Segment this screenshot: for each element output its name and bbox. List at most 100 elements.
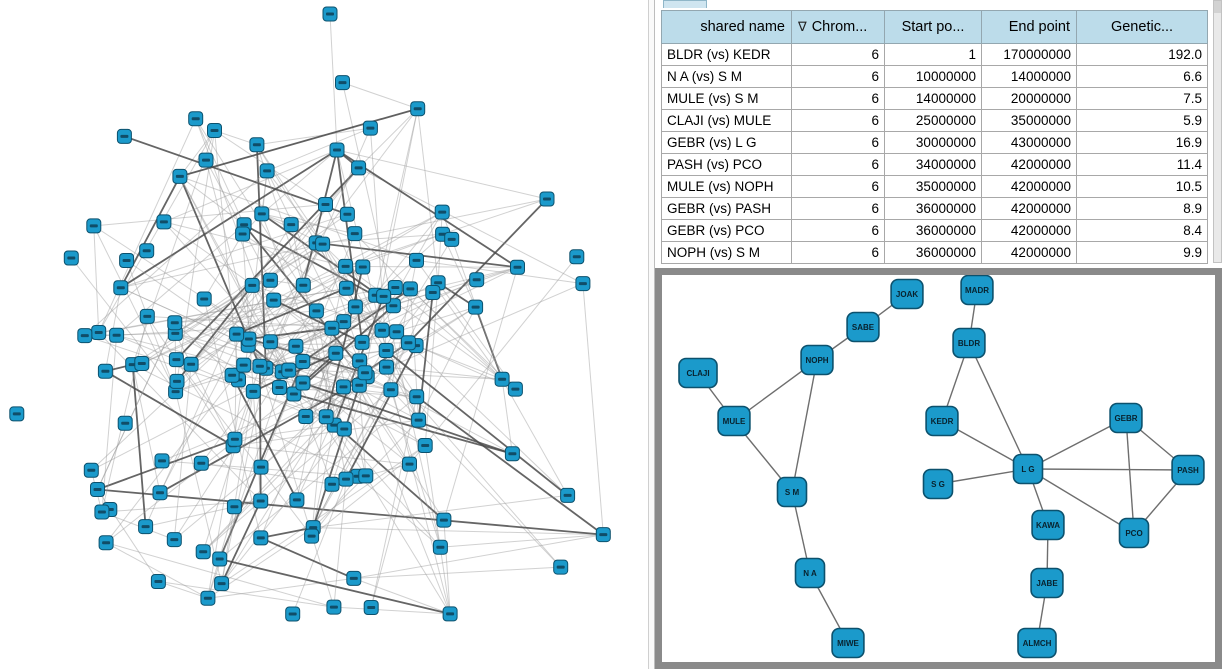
network-node[interactable] — [295, 354, 311, 369]
network-edge[interactable] — [195, 118, 245, 226]
network-node[interactable] — [298, 409, 314, 424]
network-node[interactable] — [510, 259, 525, 275]
network-edge[interactable] — [437, 282, 516, 390]
table-row[interactable]: N A (vs) S M 6 10000000 14000000 6.6 — [661, 65, 1208, 88]
table-row[interactable]: MULE (vs) S M 6 14000000 20000000 7.5 — [661, 87, 1208, 110]
network-edge[interactable] — [131, 364, 147, 527]
network-node[interactable] — [322, 6, 338, 22]
network-edge[interactable] — [302, 382, 513, 455]
network-edge[interactable] — [270, 167, 359, 281]
network-edge[interactable] — [345, 345, 417, 480]
network-edge[interactable] — [203, 298, 262, 539]
network-edge[interactable] — [315, 108, 419, 244]
network-node[interactable] — [425, 285, 441, 300]
network-edge[interactable] — [105, 364, 245, 544]
graph-node-kedr[interactable]: KEDR — [925, 405, 959, 437]
network-edge[interactable] — [333, 606, 451, 615]
network-edge[interactable] — [236, 287, 347, 335]
network-node[interactable] — [195, 544, 211, 560]
network-edge[interactable] — [375, 108, 419, 296]
network-node[interactable] — [560, 487, 576, 503]
network-edge[interactable] — [84, 287, 347, 337]
graph-node-miwe[interactable]: MIWE — [831, 627, 865, 659]
graph-node-pash[interactable]: PASH — [1171, 454, 1205, 486]
network-edge[interactable] — [120, 175, 181, 289]
network-node[interactable] — [77, 328, 93, 344]
network-node[interactable] — [200, 590, 216, 606]
network-node[interactable] — [315, 236, 331, 252]
network-node[interactable] — [507, 381, 523, 397]
network-edge[interactable] — [312, 475, 367, 528]
network-edge[interactable] — [443, 267, 518, 521]
network-edge[interactable] — [260, 389, 392, 502]
network-edge[interactable] — [105, 542, 209, 599]
network-edge[interactable] — [365, 475, 451, 615]
network-edge[interactable] — [357, 475, 441, 548]
network-node[interactable] — [400, 335, 416, 351]
network-edge[interactable] — [342, 82, 418, 110]
network-node[interactable] — [109, 327, 125, 343]
network-edge[interactable] — [70, 257, 176, 392]
network-edge[interactable] — [437, 212, 443, 283]
network-edge[interactable] — [325, 204, 420, 421]
graph-edge-lg-pco[interactable] — [1027, 468, 1135, 534]
network-edge[interactable] — [312, 385, 361, 528]
network-node[interactable] — [227, 431, 243, 447]
network-edge[interactable] — [336, 149, 518, 269]
network-edge[interactable] — [312, 389, 392, 528]
graph-node-kawa[interactable]: KAWA — [1031, 509, 1065, 541]
network-edge[interactable] — [269, 243, 324, 342]
network-node[interactable] — [328, 345, 344, 361]
network-edge[interactable] — [256, 144, 267, 369]
network-node[interactable] — [402, 281, 418, 297]
network-node[interactable] — [355, 259, 371, 275]
network-node[interactable] — [338, 280, 354, 296]
network-node[interactable] — [252, 358, 268, 374]
network-edge[interactable] — [416, 395, 604, 536]
graph-node-noph[interactable]: NOPH — [800, 344, 834, 376]
graph-edge-noph-sm[interactable] — [791, 359, 818, 493]
network-edge[interactable] — [364, 108, 419, 373]
network-edge[interactable] — [84, 335, 327, 418]
network-edge[interactable] — [158, 581, 334, 608]
filtered-network-view[interactable]: JOAK SABE NOPH CLAJI MULE MADR BLDR KEDR GEBR L G… — [655, 268, 1222, 669]
network-node[interactable] — [402, 456, 417, 472]
network-edge[interactable] — [120, 287, 249, 346]
network-node[interactable] — [214, 576, 230, 592]
network-edge[interactable] — [179, 175, 417, 261]
graph-node-mule[interactable]: MULE — [717, 405, 751, 437]
panel-splitter[interactable] — [648, 0, 655, 669]
network-node[interactable] — [236, 357, 252, 373]
network-edge[interactable] — [440, 534, 604, 548]
network-edge[interactable] — [176, 359, 312, 537]
network-node[interactable] — [139, 308, 155, 324]
network-edge[interactable] — [175, 329, 383, 393]
table-row[interactable]: GEBR (vs) PCO 6 36000000 42000000 8.4 — [661, 219, 1208, 242]
network-node[interactable] — [183, 356, 199, 372]
network-node[interactable] — [410, 101, 426, 117]
network-node[interactable] — [97, 363, 113, 379]
network-edge[interactable] — [370, 463, 410, 608]
network-edge[interactable] — [256, 127, 371, 146]
network-edge[interactable] — [312, 424, 335, 528]
network-node[interactable] — [188, 111, 204, 127]
network-edge[interactable] — [141, 299, 274, 364]
network-edge[interactable] — [302, 382, 426, 446]
network-node[interactable] — [198, 152, 214, 168]
network-edge[interactable] — [202, 500, 262, 553]
network-edge[interactable] — [120, 213, 348, 289]
network-edge[interactable] — [97, 488, 604, 536]
network-edge[interactable] — [303, 233, 443, 286]
graph-node-na[interactable]: N A — [794, 557, 826, 589]
network-edge[interactable] — [365, 419, 419, 477]
graph-node-pco[interactable]: PCO — [1118, 517, 1150, 549]
network-node[interactable] — [338, 258, 354, 274]
network-edge[interactable] — [313, 494, 568, 529]
network-edge[interactable] — [221, 416, 327, 584]
network-edge[interactable] — [296, 266, 347, 501]
network-node[interactable] — [351, 377, 367, 393]
network-node[interactable] — [285, 606, 301, 622]
network-node[interactable] — [167, 315, 183, 331]
network-edge[interactable] — [501, 379, 513, 454]
network-edge[interactable] — [190, 279, 271, 365]
